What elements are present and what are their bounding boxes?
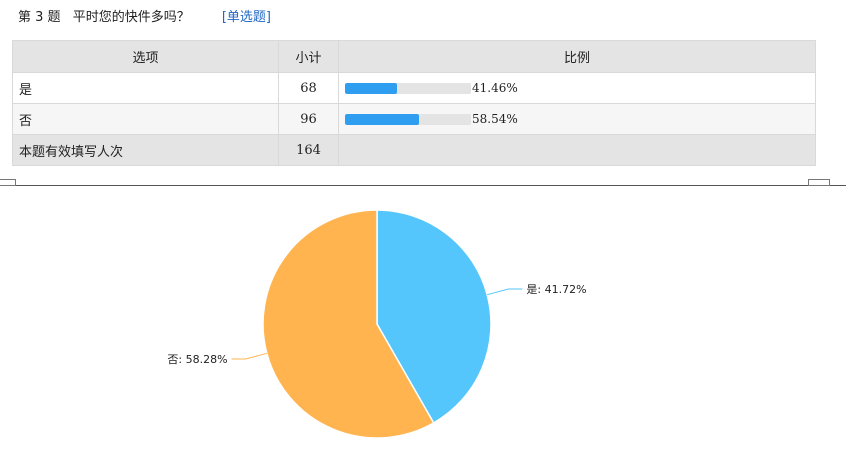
question-number: 第 3 题: [18, 10, 61, 25]
header-count: 小计: [278, 40, 339, 73]
ratio-percent: 58.54%: [472, 112, 518, 126]
ratio-cell: 41.46%: [338, 72, 816, 104]
resize-handle-left[interactable]: [0, 179, 16, 186]
progress-bar-fill: [345, 114, 419, 125]
chart-divider: [0, 185, 846, 186]
pie-leader-line: [231, 352, 267, 360]
table-total-row: 本题有效填写人次 164: [12, 134, 816, 166]
table-header-row: 选项 小计 比例: [12, 40, 816, 73]
result-table: 选项 小计 比例 是 68 41.46% 否 96 58.54% 本题有效填写人…: [12, 40, 816, 166]
question-type-link[interactable]: [单选题]: [221, 10, 271, 25]
total-count: 164: [278, 134, 339, 166]
total-empty-cell: [338, 134, 816, 166]
question-title: 平时您的快件多吗？: [72, 10, 190, 25]
option-label: 是: [12, 72, 279, 104]
resize-handle-right[interactable]: [808, 179, 830, 186]
progress-bar-track: [345, 114, 471, 125]
ratio-cell: 58.54%: [338, 103, 816, 135]
option-label: 否: [12, 103, 279, 135]
pie-slice-no[interactable]: [262, 209, 435, 439]
pie-label-no: 否: 58.28%: [167, 353, 227, 366]
option-count: 96: [278, 103, 339, 135]
pie-label-yes: 是: 41.72%: [526, 283, 586, 296]
ratio-percent: 41.46%: [472, 81, 518, 95]
total-label: 本题有效填写人次: [12, 134, 279, 166]
table-row: 否 96 58.54%: [12, 103, 816, 135]
pie-chart: 是: 41.72% 否: 58.28%: [167, 209, 587, 439]
question-header: 第 3 题 平时您的快件多吗？ [单选题]: [18, 9, 271, 27]
header-option: 选项: [12, 40, 279, 73]
header-ratio: 比例: [338, 40, 816, 73]
progress-bar-fill: [345, 83, 398, 94]
pie-leader-line: [487, 288, 523, 296]
progress-bar-track: [345, 83, 471, 94]
pie-slice-yes[interactable]: [376, 209, 492, 424]
table-row: 是 68 41.46%: [12, 72, 816, 104]
option-count: 68: [278, 72, 339, 104]
